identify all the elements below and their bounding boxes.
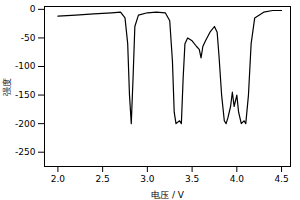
svg-text:0: 0 (30, 4, 36, 14)
svg-text:-100: -100 (15, 61, 36, 71)
svg-text:-50: -50 (21, 33, 36, 43)
svg-text:3.0: 3.0 (140, 174, 155, 184)
svg-text:4.5: 4.5 (274, 174, 288, 184)
svg-text:-250: -250 (15, 147, 36, 157)
svg-text:3.5: 3.5 (185, 174, 199, 184)
svg-text:2.5: 2.5 (95, 174, 109, 184)
svg-text:4.0: 4.0 (230, 174, 245, 184)
svg-text:强度: 强度 (2, 78, 12, 96)
svg-text:-150: -150 (15, 90, 36, 100)
svg-text:电压 / V: 电压 / V (151, 190, 185, 200)
svg-text:-200: -200 (15, 119, 36, 129)
svg-text:2.0: 2.0 (51, 174, 66, 184)
